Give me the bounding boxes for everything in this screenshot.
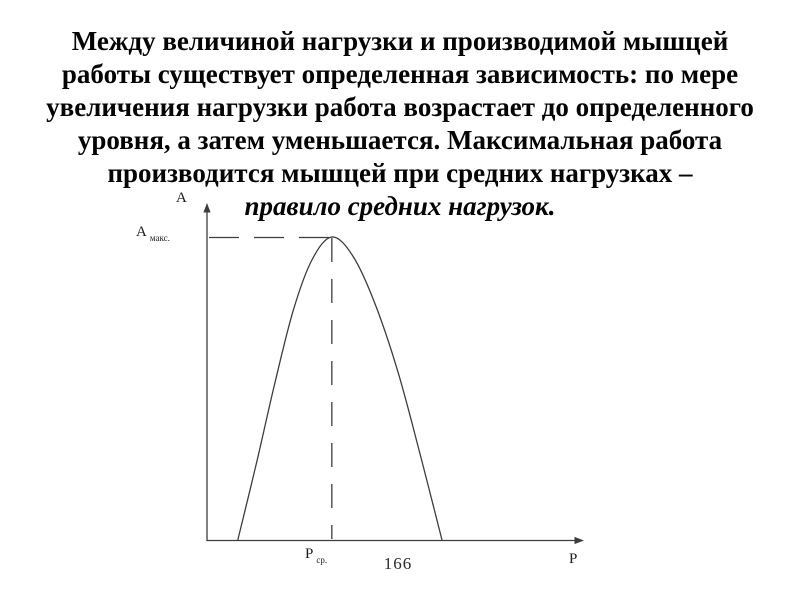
title-emphasis-line: правило средних нагрузок.: [244, 191, 556, 221]
x-axis-arrow-icon: [574, 536, 584, 545]
x-axis-label: Р: [569, 551, 577, 567]
title-line: уровня, а затем уменьшается. Максимальна…: [77, 125, 723, 155]
work-curve: [237, 236, 443, 541]
title-line: работы существует определенная зависимос…: [61, 59, 739, 89]
slide-title: Между величиной нагрузки и производимой …: [0, 25, 800, 223]
title-line: увеличения нагрузки работа возрастает до…: [46, 92, 754, 122]
page-number: 166: [383, 554, 413, 573]
y-axis-arrow-icon: [203, 203, 211, 213]
y-axis-label: А: [176, 190, 187, 206]
title-line: Между величиной нагрузки и производимой …: [71, 26, 729, 56]
title-line: производится мышцей при средних нагрузка…: [107, 158, 693, 188]
